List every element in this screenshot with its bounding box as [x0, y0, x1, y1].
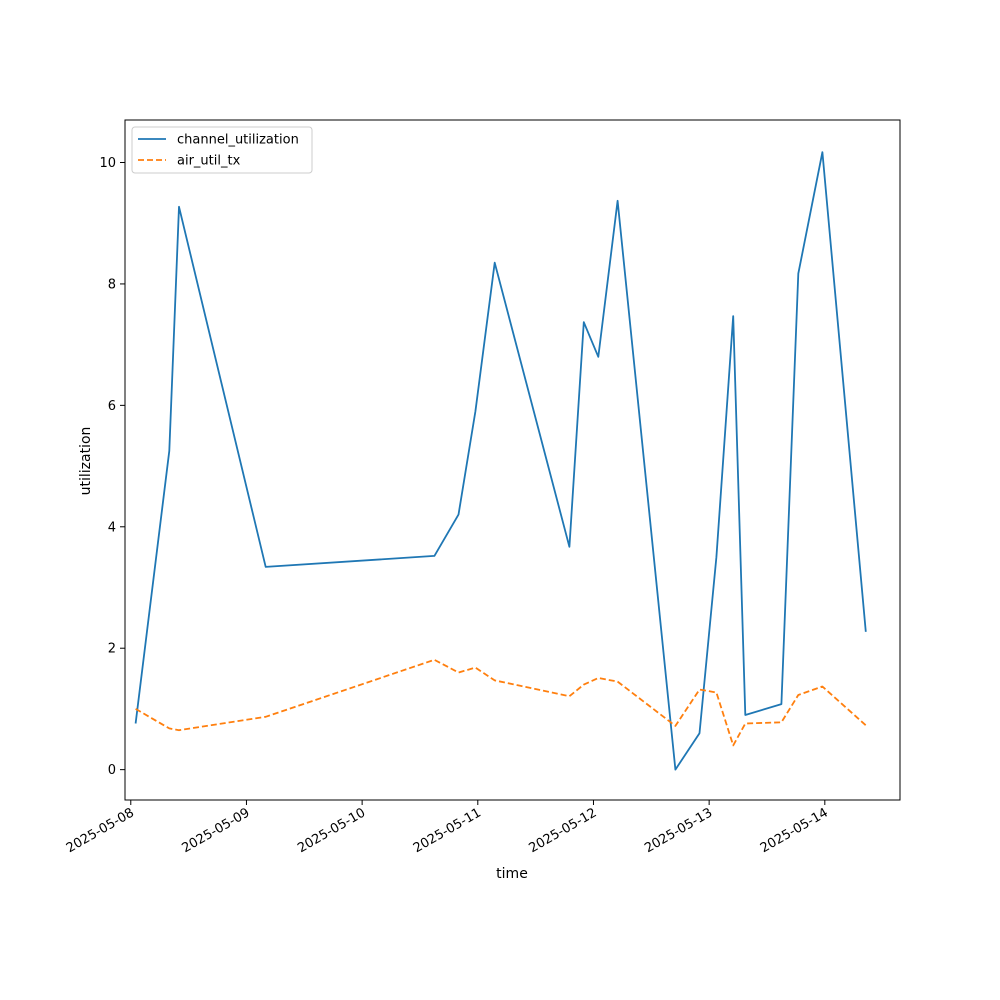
x-tick-label: 2025-05-10	[295, 805, 368, 856]
y-axis-label: utilization	[78, 427, 94, 496]
x-tick-label: 2025-05-11	[411, 805, 484, 856]
y-tick-label: 6	[108, 399, 116, 414]
x-tick-label: 2025-05-09	[180, 805, 253, 856]
x-tick-label: 2025-05-12	[527, 805, 600, 856]
plot-area-frame	[124, 119, 901, 801]
x-tick-label: 2025-05-08	[64, 805, 137, 856]
plot-series	[134, 151, 867, 771]
y-tick-label: 0	[108, 763, 116, 778]
x-tick-label: 2025-05-14	[758, 805, 831, 856]
y-tick-label: 2	[108, 642, 116, 657]
legend-label-channel_utilization: channel_utilization	[177, 133, 299, 148]
legend: channel_utilization air_util_tx	[131, 126, 313, 174]
x-tick-label: 2025-05-13	[642, 805, 715, 856]
series-line-channel_utilization	[134, 151, 867, 771]
legend-box	[131, 126, 313, 174]
x-axis: 2025-05-08 2025-05-09 2025-05-10 2025-05-11…	[64, 800, 831, 856]
y-axis: 0 2 4 6 8 10	[99, 156, 125, 778]
y-tick-label: 8	[108, 277, 116, 292]
y-tick-label: 10	[99, 156, 116, 171]
x-axis-label: time	[496, 866, 528, 882]
series-line-air_util_tx	[135, 658, 867, 747]
y-tick-label: 4	[108, 520, 116, 535]
legend-label-air_util_tx: air_util_tx	[177, 154, 241, 169]
